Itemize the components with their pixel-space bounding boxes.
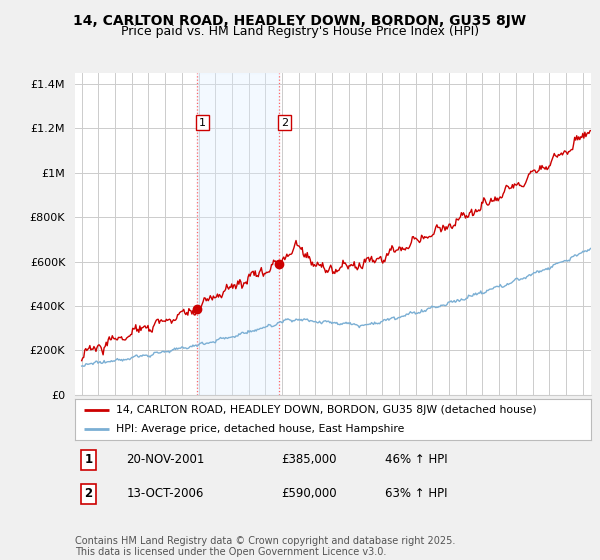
Text: 2: 2 — [84, 487, 92, 501]
Text: Contains HM Land Registry data © Crown copyright and database right 2025.
This d: Contains HM Land Registry data © Crown c… — [75, 535, 455, 557]
Text: 46% ↑ HPI: 46% ↑ HPI — [385, 453, 447, 466]
Text: 1: 1 — [84, 453, 92, 466]
Text: 14, CARLTON ROAD, HEADLEY DOWN, BORDON, GU35 8JW (detached house): 14, CARLTON ROAD, HEADLEY DOWN, BORDON, … — [116, 405, 537, 415]
Text: 20-NOV-2001: 20-NOV-2001 — [127, 453, 205, 466]
Bar — [197, 73, 278, 395]
Text: 13-OCT-2006: 13-OCT-2006 — [127, 487, 204, 501]
Text: 2: 2 — [281, 118, 288, 128]
Text: 14, CARLTON ROAD, HEADLEY DOWN, BORDON, GU35 8JW: 14, CARLTON ROAD, HEADLEY DOWN, BORDON, … — [73, 14, 527, 28]
Text: Price paid vs. HM Land Registry's House Price Index (HPI): Price paid vs. HM Land Registry's House … — [121, 25, 479, 38]
Text: 63% ↑ HPI: 63% ↑ HPI — [385, 487, 447, 501]
Text: £385,000: £385,000 — [281, 453, 337, 466]
Text: £590,000: £590,000 — [281, 487, 337, 501]
Text: HPI: Average price, detached house, East Hampshire: HPI: Average price, detached house, East… — [116, 424, 404, 433]
Text: 1: 1 — [199, 118, 206, 128]
